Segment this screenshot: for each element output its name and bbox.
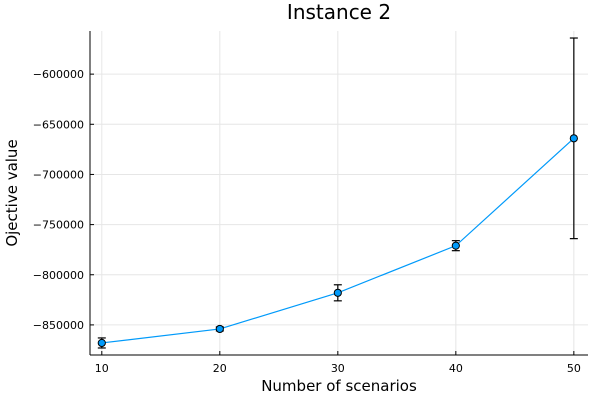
y-tick-label: −650000 [33,118,84,131]
x-tick-label: 20 [213,362,227,375]
data-point [97,338,106,348]
data-point [215,324,224,334]
x-tick-label: 30 [331,362,345,375]
data-point [333,288,342,297]
x-axis-label: Number of scenarios [261,377,417,395]
data-point [569,134,578,143]
x-tick-label: 50 [567,362,581,375]
y-tick-label: −850000 [33,319,84,332]
axes-layer [89,31,588,356]
x-tick-label: 40 [449,362,463,375]
data-point [451,241,460,250]
series-layer [97,37,578,349]
y-tick-label: −800000 [33,269,84,282]
y-tick-label: −750000 [33,219,84,232]
ticks-layer: 10 20 30 40 50 −850000 −800000 −750000 −700000 −6… [33,68,581,375]
chart-title: Instance 2 [287,0,391,24]
x-tick-label: 10 [95,362,109,375]
y-tick-label: −700000 [33,168,84,181]
y-axis-label: Ojective value [3,139,21,246]
y-tick-label: −600000 [33,68,84,81]
